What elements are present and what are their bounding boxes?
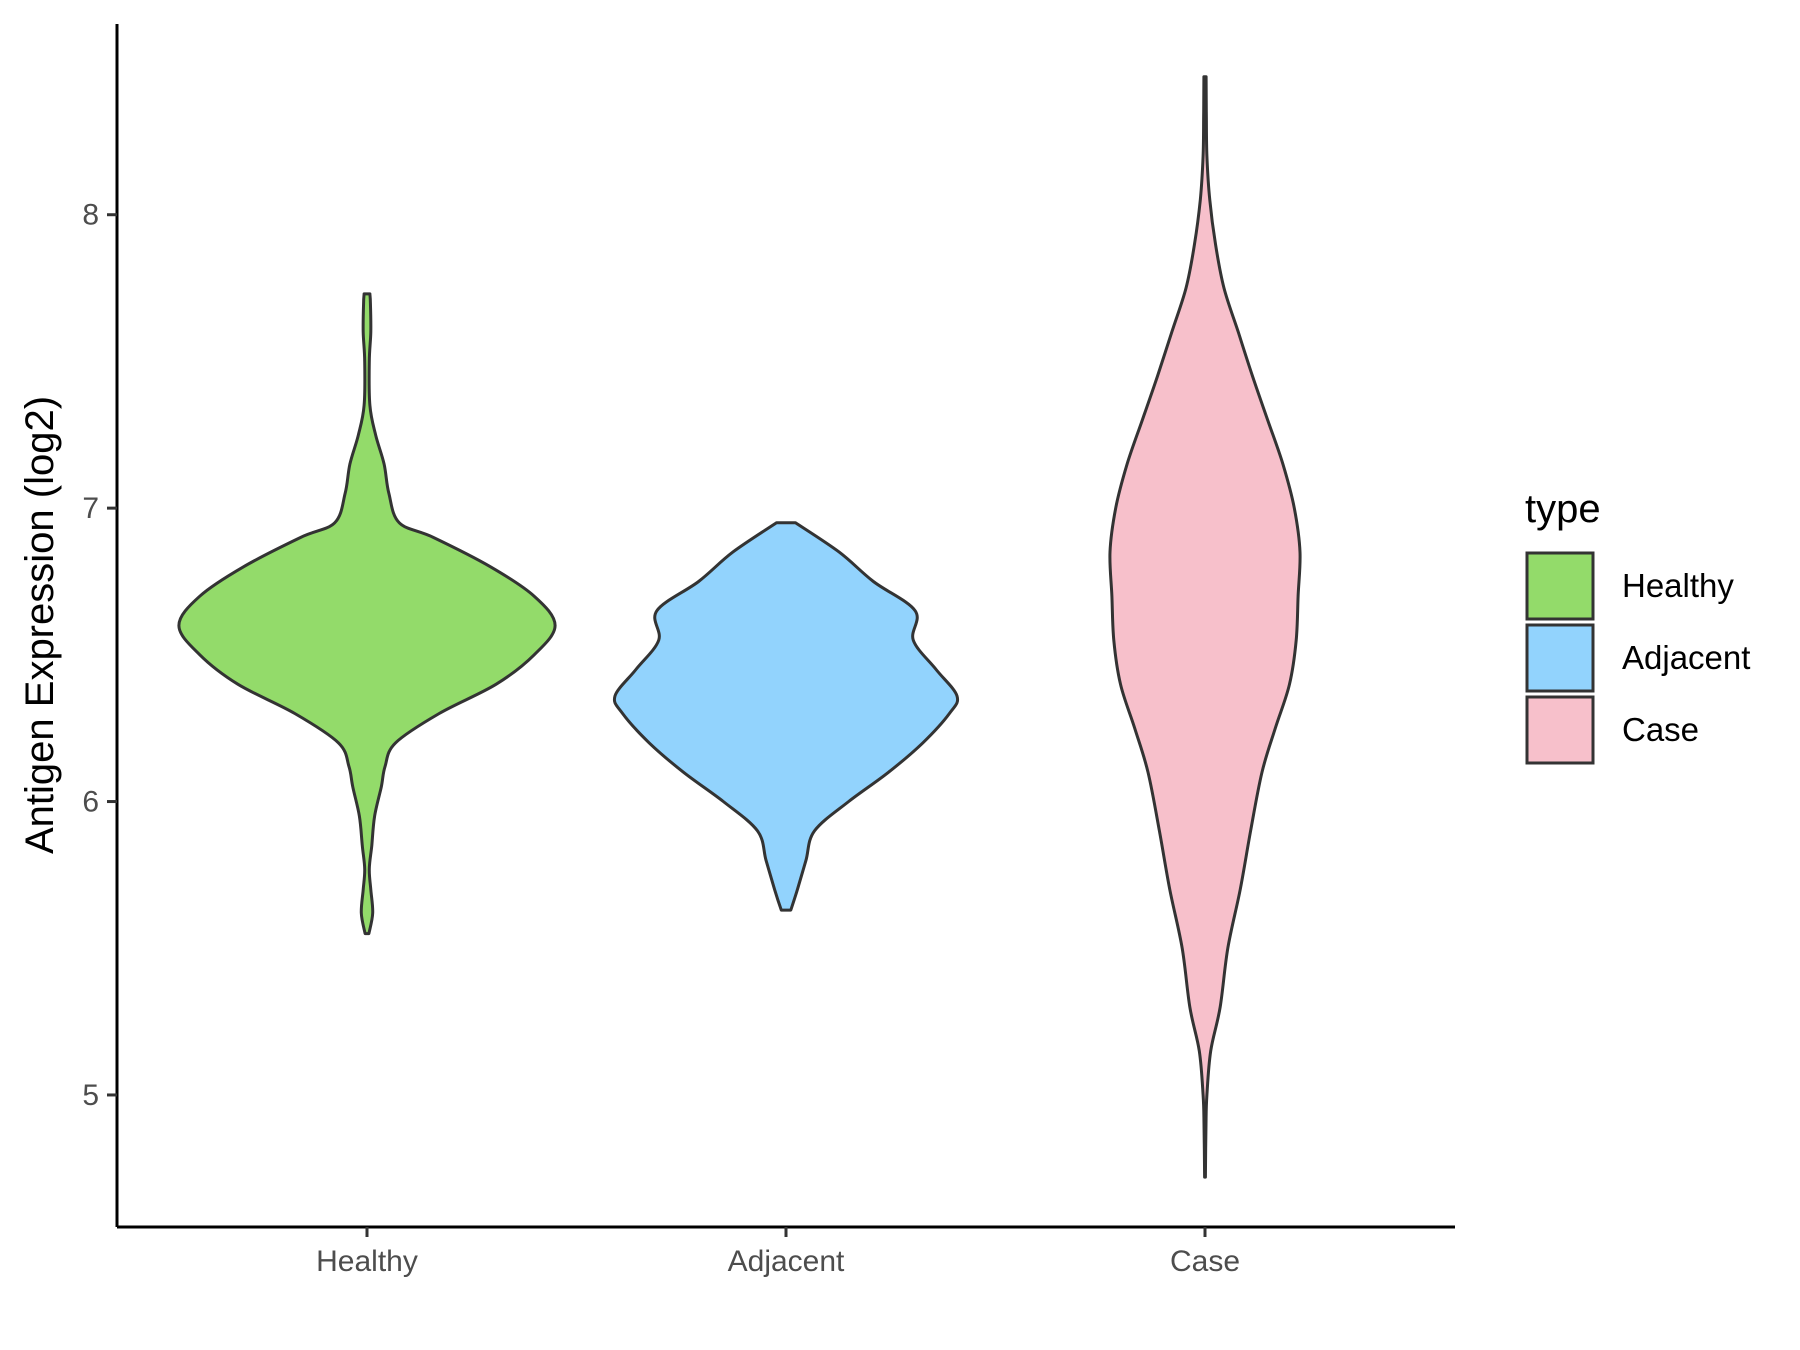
legend-title: type (1525, 487, 1601, 531)
y-axis-title: Antigen Expression (log2) (18, 396, 62, 854)
x-tick-label-case: Case (1170, 1245, 1240, 1278)
x-ticks: Healthy Adjacent Case (316, 1227, 1240, 1278)
violin-healthy (177, 292, 557, 936)
x-tick-label-healthy: Healthy (316, 1245, 418, 1278)
legend: type Healthy Adjacent Case (1525, 487, 1750, 765)
legend-entries: Healthy Adjacent Case (1525, 551, 1750, 765)
legend-swatch-case (1525, 695, 1595, 765)
violin-case (1108, 75, 1302, 1179)
legend-label-healthy: Healthy (1622, 567, 1734, 604)
y-tick-label: 6 (82, 786, 99, 819)
legend-label-adjacent: Adjacent (1622, 639, 1750, 676)
legend-swatch-healthy (1525, 551, 1595, 621)
legend-swatch-adjacent (1525, 623, 1595, 693)
y-tick-label: 5 (82, 1079, 99, 1112)
y-tick-label: 8 (82, 199, 99, 232)
violin-adjacent (612, 521, 960, 912)
x-tick-label-adjacent: Adjacent (728, 1245, 845, 1278)
legend-label-case: Case (1622, 711, 1699, 748)
y-ticks: 5 6 7 8 (82, 199, 117, 1112)
plot-area: 5 6 7 8 Healthy Adjacent Case (82, 24, 1455, 1278)
y-tick-label: 7 (82, 492, 99, 525)
violins (177, 75, 1302, 1179)
